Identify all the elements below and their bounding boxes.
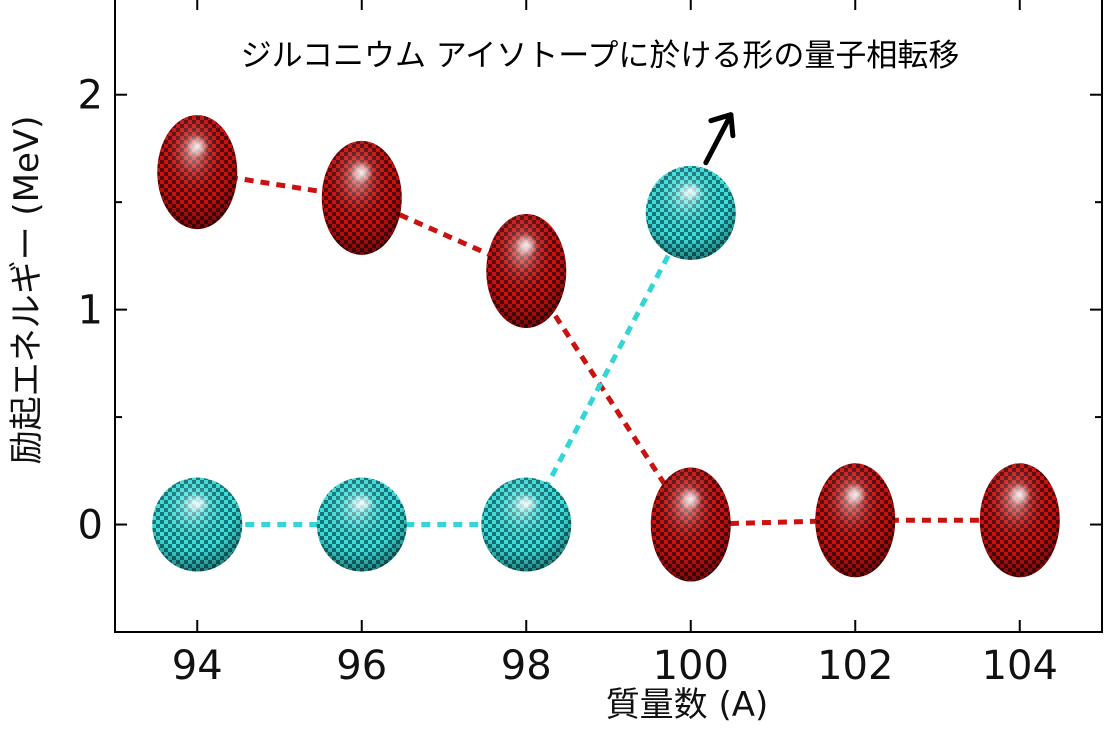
plot-frame (114, 0, 1103, 633)
y-tick-label: 2 (78, 73, 103, 119)
spherical-nucleus-marker (645, 165, 736, 260)
connector-lines (196, 169, 1020, 528)
spherical-nucleus-marker (152, 477, 243, 572)
arrow-head (708, 112, 736, 139)
arrow-icon (703, 112, 736, 166)
spherical-nucleus-marker (481, 477, 572, 572)
deformed-nucleus-marker (157, 115, 238, 230)
chart-title: ジルコニウム アイソトープに於ける形の量子相転移 (241, 38, 960, 74)
arrow-shaft (703, 112, 734, 166)
nucleus-markers (152, 115, 1060, 582)
y-tick-label: 1 (78, 288, 103, 334)
deformed-nucleus-marker (815, 463, 896, 578)
y-tick-label: 0 (78, 503, 103, 549)
deformed-nucleus-marker (486, 213, 567, 328)
spherical-connector-line (197, 211, 693, 528)
deformed-connector-line (196, 169, 1020, 528)
x-axis-label: 質量数 (A) (606, 685, 769, 725)
deformed-nucleus-marker (650, 467, 731, 582)
deformed-nucleus-marker (321, 140, 402, 255)
deformed-nucleus-marker (979, 463, 1060, 578)
y-axis-label: 励起エネルギー (MeV) (7, 116, 47, 465)
x-tick-label: 104 (982, 643, 1058, 689)
x-tick-label: 98 (501, 643, 552, 689)
x-tick-label: 102 (817, 643, 893, 689)
spherical-nucleus-marker (316, 477, 407, 572)
x-tick-label: 96 (336, 643, 387, 689)
axis-ticks: 94 96 98 100 102 104 0 1 2 (78, 0, 1102, 689)
x-tick-label: 100 (653, 643, 729, 689)
x-tick-label: 94 (172, 643, 223, 689)
